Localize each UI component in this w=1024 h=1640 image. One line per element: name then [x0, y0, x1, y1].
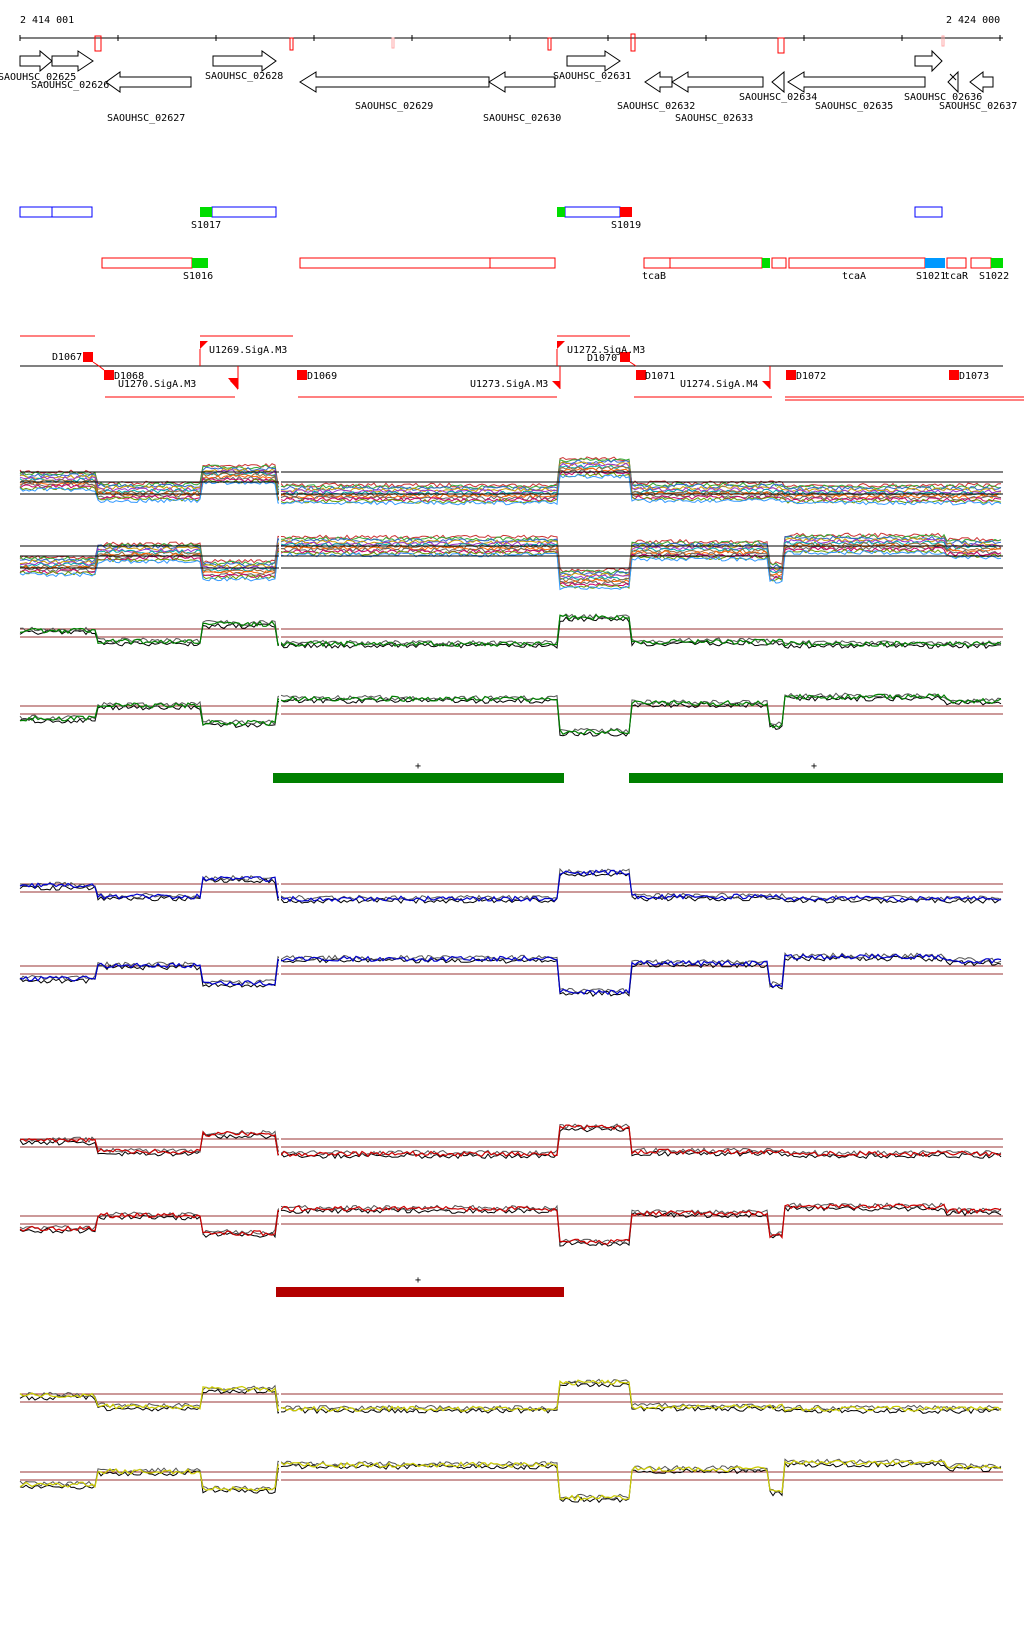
- segment-track-blue: S1017 S1019: [19, 206, 943, 231]
- coord-start: 2 414 001: [20, 15, 74, 26]
- feature-label: D1071: [645, 371, 675, 382]
- gene-labels: SAOUHSC_02625 SAOUHSC_02626 SAOUHSC_0262…: [0, 71, 1017, 124]
- gene-arrow-02630[interactable]: [488, 71, 556, 93]
- multi-condition-tracks: [19, 446, 1003, 600]
- gene-label: SAOUHSC_02632: [617, 101, 695, 112]
- gene-arrow-02635[interactable]: [787, 71, 926, 93]
- gene-arrow-02634[interactable]: [771, 70, 785, 94]
- segment-label: S1022: [979, 271, 1009, 282]
- gene-arrow-02631[interactable]: [566, 50, 621, 72]
- coord-end: 2 424 000: [946, 15, 1000, 26]
- coordinate-ruler: 2 414 001 2 424 000: [19, 15, 1003, 54]
- feature-label: U1272.SigA.M3: [567, 345, 645, 356]
- bar-label: +: [415, 761, 421, 772]
- gene-label: SAOUHSC_02637: [939, 101, 1017, 112]
- gene-arrow-02626[interactable]: [51, 50, 94, 72]
- segment-label: tcaR: [944, 271, 969, 282]
- gene-label: SAOUHSC_02636: [904, 92, 982, 103]
- gene-arrow-02628[interactable]: [212, 50, 277, 72]
- bar-label: +: [415, 1275, 421, 1286]
- feature-label: D1068: [114, 371, 144, 382]
- bar-label: +: [811, 761, 817, 772]
- segment-label: S1017: [191, 220, 221, 231]
- gene-label: SAOUHSC_02634: [739, 92, 817, 103]
- feature-label: D1073: [959, 371, 989, 382]
- gene-arrow-02633[interactable]: [671, 71, 764, 93]
- feature-label: D1072: [796, 371, 826, 382]
- gene-arrow-02637[interactable]: [969, 70, 994, 94]
- segment-label: S1021: [916, 271, 946, 282]
- segment-track-red: S1016 tcaB tcaA S1021 tcaR S1022: [101, 257, 1009, 282]
- feature-label: U1270.SigA.M3: [118, 379, 196, 390]
- gene-label: SAOUHSC_02630: [483, 113, 561, 124]
- gene-label: SAOUHSC_02626: [31, 80, 109, 91]
- gene-label: SAOUHSC_02633: [675, 113, 753, 124]
- gene-track: [19, 49, 994, 94]
- gene-label: SAOUHSC_02628: [205, 71, 283, 82]
- red-bar-1: [276, 1287, 564, 1297]
- feature-label: U1269.SigA.M3: [209, 345, 287, 356]
- feature-label: D1070: [587, 353, 617, 364]
- segment-label: S1019: [611, 220, 641, 231]
- gene-label: SAOUHSC_02635: [815, 101, 893, 112]
- green-bar-2: [629, 773, 1003, 783]
- feature-track: D1067 D1068 U1270.SigA.M3 U1269.SigA.M3 …: [20, 335, 1024, 401]
- gene-arrow-02627[interactable]: [105, 71, 192, 93]
- gene-label: SAOUHSC_02631: [553, 71, 631, 82]
- gene-arrow-02625[interactable]: [19, 49, 53, 73]
- summary-bars: + + +: [273, 761, 1003, 1297]
- feature-label: D1067: [52, 352, 82, 363]
- gene-label: SAOUHSC_02625: [0, 72, 76, 83]
- gene-label: SAOUHSC_02627: [107, 113, 185, 124]
- segment-label: tcaB: [642, 271, 666, 282]
- feature-label: U1273.SigA.M3: [470, 379, 548, 390]
- segment-label: tcaA: [842, 271, 866, 282]
- feature-label: U1274.SigA.M4: [680, 379, 758, 390]
- gene-label: SAOUHSC_02629: [355, 101, 433, 112]
- green-bar-1: [273, 773, 564, 783]
- segment-label: S1016: [183, 271, 213, 282]
- feature-label: D1069: [307, 371, 337, 382]
- gene-arrow-02629[interactable]: [299, 71, 490, 93]
- gene-arrow-02632[interactable]: [644, 71, 673, 93]
- paired-condition-tracks: [19, 601, 1003, 1512]
- gene-arrow-02636f[interactable]: [914, 49, 943, 73]
- gene-arrow-02636[interactable]: [947, 70, 959, 94]
